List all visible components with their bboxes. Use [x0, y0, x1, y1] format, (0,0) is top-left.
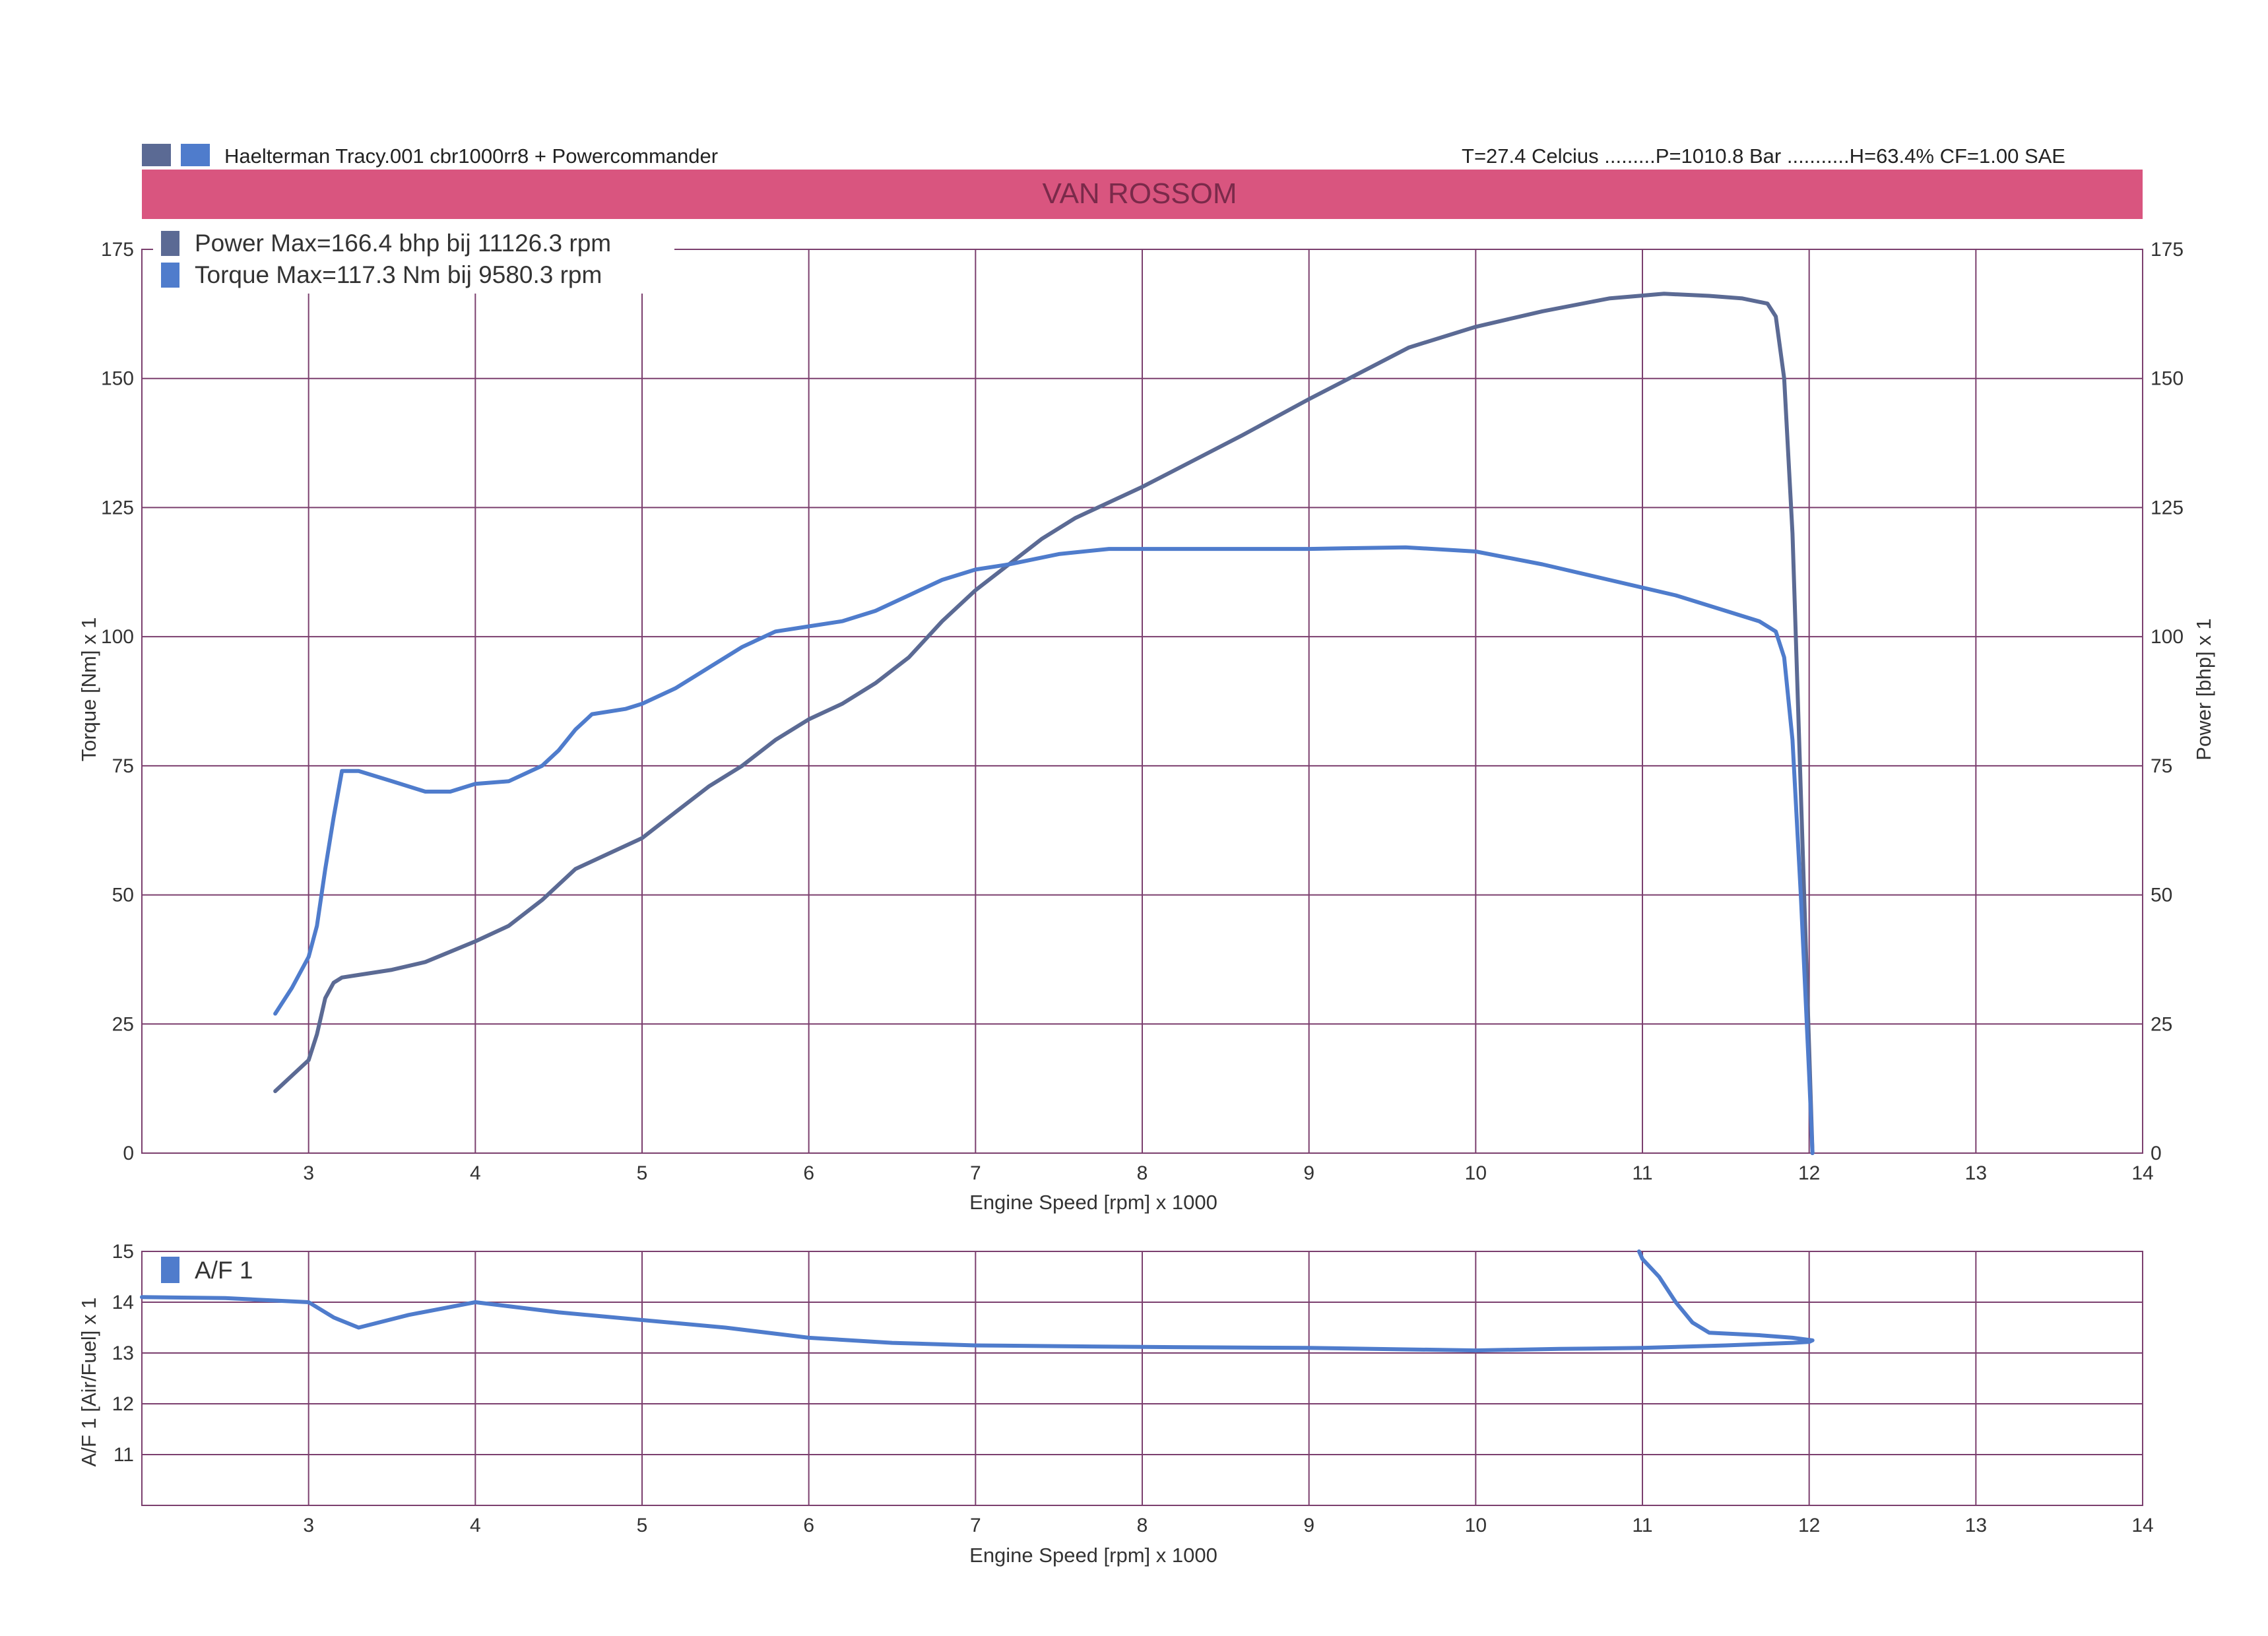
af-legend-swatch: [161, 1257, 179, 1283]
main-y-axis-label-right: Power [bhp] x 1: [2192, 618, 2215, 760]
banner: [142, 170, 2143, 219]
main-y-ticks-right: 0 25 50 75 100 125 150 175: [2151, 239, 2184, 1164]
x-tick-label: 3: [303, 1162, 314, 1184]
y-tick-label-right: 175: [2151, 239, 2184, 261]
x-tick-label: 7: [970, 1162, 981, 1184]
y-tick-label: 125: [101, 497, 134, 519]
series-line-torque: [273, 545, 1815, 1155]
x-tick-label: 14: [2131, 1515, 2153, 1536]
header-swatch-power: [142, 144, 171, 166]
series-line-af: [140, 1249, 1815, 1353]
x-tick-label: 9: [1303, 1515, 1314, 1536]
main-x-axis-label: Engine Speed [rpm] x 1000: [969, 1191, 1217, 1214]
header-swatch-torque: [181, 144, 210, 166]
main-y-ticks-left: 0 25 50 75 100 125 150 175: [101, 239, 134, 1164]
x-tick-label: 6: [803, 1162, 814, 1184]
x-tick-label: 4: [470, 1162, 481, 1184]
header: Haelterman Tracy.001 cbr1000rr8 + Powerc…: [142, 144, 2143, 219]
legend-label-torque: Torque Max=117.3 Nm bij 9580.3 rpm: [195, 261, 602, 288]
af-y-axis-label: A/F 1 [Air/Fuel] x 1: [77, 1298, 100, 1467]
af-chart: 11 12 13 14 15 3 4 5 6 7 8 9 10 11 12 13 14 A/F 1 Engin…: [77, 1241, 2154, 1567]
y-tick-label: 14: [112, 1292, 134, 1313]
y-tick-label-right: 0: [2151, 1143, 2162, 1164]
af-legend: A/F 1: [153, 1253, 265, 1288]
x-tick-label: 8: [1137, 1162, 1148, 1184]
header-right-text: T=27.4 Celcius .........P=1010.8 Bar ...…: [1462, 144, 2065, 168]
x-tick-label: 6: [803, 1515, 814, 1536]
header-left-text: Haelterman Tracy.001 cbr1000rr8 + Powerc…: [224, 144, 718, 168]
x-tick-label: 12: [1798, 1515, 1820, 1536]
af-x-ticks: 3 4 5 6 7 8 9 10 11 12 13 14: [303, 1515, 2153, 1536]
x-tick-label: 8: [1137, 1515, 1148, 1536]
x-tick-label: 9: [1303, 1162, 1314, 1184]
main-legend: Power Max=166.4 bhp bij 11126.3 rpm Torq…: [153, 228, 674, 294]
legend-swatch-torque: [161, 263, 179, 288]
y-tick-label: 0: [123, 1143, 134, 1164]
legend-swatch-power: [161, 231, 179, 256]
main-grid: [141, 249, 2143, 1154]
x-tick-label: 5: [637, 1162, 648, 1184]
x-tick-label: 11: [1632, 1515, 1652, 1536]
y-tick-label: 150: [101, 368, 134, 390]
af-series: [140, 1249, 1815, 1353]
x-tick-label: 13: [1965, 1162, 1987, 1184]
y-tick-label-right: 150: [2151, 368, 2184, 390]
y-tick-label-right: 25: [2151, 1013, 2172, 1035]
x-tick-label: 13: [1965, 1515, 1987, 1536]
x-tick-label: 14: [2131, 1162, 2153, 1184]
af-grid: [141, 1251, 2143, 1506]
y-tick-label-right: 75: [2151, 755, 2172, 777]
y-tick-label: 100: [101, 626, 134, 648]
banner-text: VAN ROSSOM: [1042, 177, 1237, 210]
y-tick-label: 50: [112, 885, 134, 906]
main-series: [273, 292, 1815, 1155]
af-x-axis-label: Engine Speed [rpm] x 1000: [969, 1544, 1217, 1567]
x-tick-label: 12: [1798, 1162, 1820, 1184]
main-y-axis-label: Torque [Nm] x 1: [77, 617, 100, 762]
y-tick-label: 75: [112, 755, 134, 777]
legend-bg: [153, 228, 674, 294]
series-line-power: [273, 292, 1815, 1155]
main-x-ticks: 3 4 5 6 7 8 9 10 11 12 13 14: [303, 1162, 2153, 1184]
x-tick-label: 7: [970, 1515, 981, 1536]
y-tick-label-right: 125: [2151, 497, 2184, 519]
y-tick-label-right: 100: [2151, 626, 2184, 648]
y-tick-label: 11: [113, 1444, 134, 1466]
legend-label-power: Power Max=166.4 bhp bij 11126.3 rpm: [195, 230, 611, 257]
y-tick-label: 13: [112, 1342, 134, 1364]
x-tick-label: 10: [1465, 1162, 1487, 1184]
af-legend-label: A/F 1: [195, 1257, 253, 1284]
y-tick-label: 25: [112, 1013, 134, 1035]
x-tick-label: 4: [470, 1515, 481, 1536]
y-tick-label-right: 50: [2151, 885, 2172, 906]
af-y-ticks: 11 12 13 14 15: [112, 1241, 134, 1466]
y-tick-label: 175: [101, 239, 134, 261]
x-tick-label: 10: [1465, 1515, 1487, 1536]
x-tick-label: 3: [303, 1515, 314, 1536]
y-tick-label: 15: [112, 1241, 134, 1263]
x-tick-label: 5: [637, 1515, 648, 1536]
y-tick-label: 12: [112, 1393, 134, 1415]
x-tick-label: 11: [1632, 1162, 1652, 1184]
